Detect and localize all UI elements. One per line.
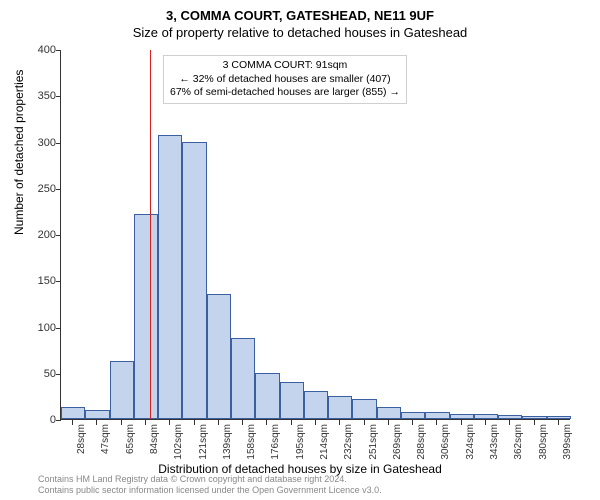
x-tick-mark (145, 420, 146, 425)
plot-region (60, 50, 570, 420)
x-tick-mark (461, 420, 462, 425)
x-tick-mark (218, 420, 219, 425)
x-tick-label: 214sqm (319, 424, 330, 460)
x-tick-label: 102sqm (173, 424, 184, 460)
histogram-bar (182, 142, 206, 420)
x-tick-label: 232sqm (343, 424, 354, 460)
x-tick-mark (436, 420, 437, 425)
histogram-bar (280, 382, 304, 419)
histogram-bar (328, 396, 352, 419)
y-tick-mark (56, 50, 61, 51)
histogram-bar (110, 361, 134, 419)
x-tick-label: 324sqm (465, 424, 476, 460)
x-tick-label: 343sqm (489, 424, 500, 460)
histogram-bar (401, 412, 425, 419)
histogram-bar (304, 391, 328, 419)
histogram-bar (207, 294, 231, 419)
x-tick-mark (315, 420, 316, 425)
chart-title: 3, COMMA COURT, GATESHEAD, NE11 9UF (0, 0, 600, 23)
x-tick-mark (534, 420, 535, 425)
footer-line: Contains public sector information licen… (38, 485, 382, 496)
histogram-bar (85, 410, 109, 419)
x-tick-mark (485, 420, 486, 425)
y-tick-mark (56, 189, 61, 190)
x-tick-label: 399sqm (562, 424, 573, 460)
annotation-box: 3 COMMA COURT: 91sqm ← 32% of detached h… (163, 55, 407, 104)
x-tick-label: 251sqm (368, 424, 379, 460)
x-tick-label: 121sqm (198, 424, 209, 460)
histogram-bar (498, 415, 522, 419)
x-tick-mark (242, 420, 243, 425)
x-tick-label: 176sqm (270, 424, 281, 460)
y-tick-mark (56, 235, 61, 236)
x-tick-label: 139sqm (222, 424, 233, 460)
x-tick-mark (121, 420, 122, 425)
histogram-bar (425, 412, 449, 419)
histogram-bar (547, 416, 571, 419)
y-tick-label: 400 (38, 44, 56, 56)
y-tick-mark (56, 281, 61, 282)
reference-line (150, 50, 151, 419)
histogram-bar (61, 407, 85, 419)
y-tick-mark (56, 420, 61, 421)
x-tick-mark (388, 420, 389, 425)
footer-attribution: Contains HM Land Registry data © Crown c… (38, 474, 382, 496)
footer-line: Contains HM Land Registry data © Crown c… (38, 474, 382, 485)
x-tick-mark (96, 420, 97, 425)
x-tick-mark (72, 420, 73, 425)
histogram-bar (377, 407, 401, 419)
y-tick-label: 0 (50, 414, 56, 426)
annotation-line: 67% of semi-detached houses are larger (… (170, 86, 400, 100)
x-tick-mark (194, 420, 195, 425)
x-tick-mark (364, 420, 365, 425)
histogram-bar (474, 414, 498, 419)
x-tick-label: 84sqm (149, 424, 160, 454)
x-tick-label: 65sqm (125, 424, 136, 454)
x-tick-mark (509, 420, 510, 425)
x-tick-label: 158sqm (246, 424, 257, 460)
chart-subtitle: Size of property relative to detached ho… (0, 23, 600, 40)
x-tick-label: 47sqm (100, 424, 111, 454)
annotation-line: 3 COMMA COURT: 91sqm (170, 59, 400, 73)
x-tick-label: 306sqm (440, 424, 451, 460)
x-tick-mark (558, 420, 559, 425)
y-tick-mark (56, 143, 61, 144)
chart-area: 3 COMMA COURT: 91sqm ← 32% of detached h… (60, 50, 570, 420)
x-tick-mark (169, 420, 170, 425)
x-tick-label: 288sqm (416, 424, 427, 460)
chart-container: 3, COMMA COURT, GATESHEAD, NE11 9UF Size… (0, 0, 600, 500)
x-tick-label: 28sqm (76, 424, 87, 454)
histogram-bar (231, 338, 255, 419)
x-tick-mark (339, 420, 340, 425)
x-tick-label: 195sqm (295, 424, 306, 460)
histogram-bar (450, 414, 474, 419)
y-tick-mark (56, 374, 61, 375)
y-tick-mark (56, 328, 61, 329)
histogram-bar (522, 416, 546, 419)
histogram-bar (158, 135, 182, 419)
x-tick-mark (266, 420, 267, 425)
y-tick-label: 150 (38, 275, 56, 287)
y-tick-label: 300 (38, 137, 56, 149)
x-tick-mark (412, 420, 413, 425)
y-tick-label: 250 (38, 183, 56, 195)
y-tick-label: 100 (38, 322, 56, 334)
annotation-line: ← 32% of detached houses are smaller (40… (170, 73, 400, 87)
y-tick-label: 50 (44, 368, 56, 380)
histogram-bar (352, 399, 376, 419)
y-axis-label: Number of detached properties (12, 70, 26, 235)
y-tick-label: 200 (38, 229, 56, 241)
histogram-bar (255, 373, 279, 419)
histogram-bar (134, 214, 158, 419)
x-tick-label: 362sqm (513, 424, 524, 460)
y-tick-label: 350 (38, 90, 56, 102)
x-tick-label: 380sqm (538, 424, 549, 460)
y-tick-mark (56, 96, 61, 97)
x-tick-label: 269sqm (392, 424, 403, 460)
x-tick-mark (291, 420, 292, 425)
